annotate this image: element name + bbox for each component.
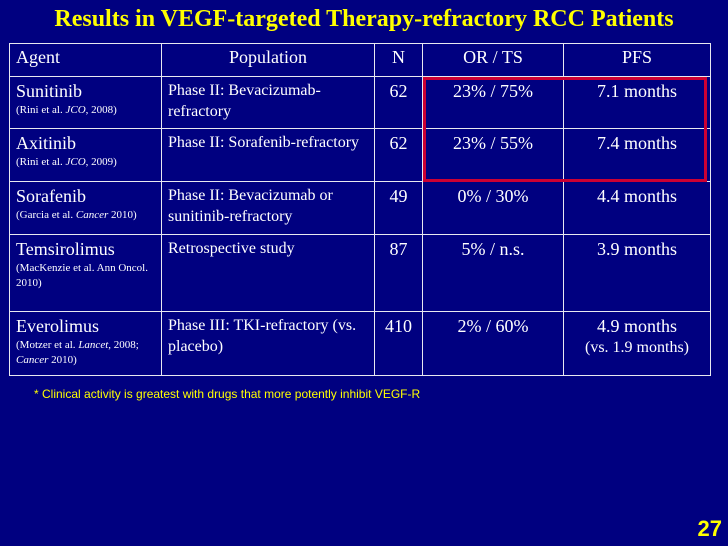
n-cell: 87 xyxy=(374,234,423,312)
slide-title: Results in VEGF-targeted Therapy-refract… xyxy=(54,6,674,32)
n-cell: 410 xyxy=(374,311,423,376)
or-ts-cell: 0% / 30% xyxy=(422,181,564,235)
pfs-cell: 7.1 months xyxy=(563,76,711,129)
n-cell: 49 xyxy=(374,181,423,235)
agent-name: Everolimus xyxy=(16,316,99,336)
pfs-cell: 4.9 months (vs. 1.9 months) xyxy=(563,311,711,376)
agent-name: Sorafenib xyxy=(16,186,86,206)
population-cell: Phase II: Bevacizumab-refractory xyxy=(161,76,375,129)
table-row: Temsirolimus (MacKenzie et al. Ann Oncol… xyxy=(9,234,711,312)
agent-reference: (Motzer et al. Lancet, 2008; Cancer 2010… xyxy=(16,339,139,366)
population-cell: Phase II: Bevacizumab or sunitinib-refra… xyxy=(161,181,375,235)
agent-name: Temsirolimus xyxy=(16,239,115,259)
table-row: Sunitinib (Rini et al. JCO, 2008) Phase … xyxy=(9,76,711,129)
table-row: Axitinib (Rini et al. JCO, 2009) Phase I… xyxy=(9,128,711,182)
agent-cell: Axitinib (Rini et al. JCO, 2009) xyxy=(9,128,162,182)
header-row: Agent Population N OR / TS PFS xyxy=(9,43,711,77)
pfs-cell: 7.4 months xyxy=(563,128,711,182)
n-cell: 62 xyxy=(374,76,423,129)
agent-cell: Temsirolimus (MacKenzie et al. Ann Oncol… xyxy=(9,234,162,312)
header-or-ts: OR / TS xyxy=(422,43,564,77)
or-ts-cell: 23% / 75% xyxy=(422,76,564,129)
agent-reference: (Garcia et al. Cancer 2010) xyxy=(16,209,137,221)
agent-cell: Everolimus (Motzer et al. Lancet, 2008; … xyxy=(9,311,162,376)
header-n: N xyxy=(374,43,423,77)
agent-cell: Sorafenib (Garcia et al. Cancer 2010) xyxy=(9,181,162,235)
agent-reference: (Rini et al. JCO, 2008) xyxy=(16,104,117,116)
population-cell: Phase III: TKI-refractory (vs. placebo) xyxy=(161,311,375,376)
or-ts-cell: 23% / 55% xyxy=(422,128,564,182)
footnote: * Clinical activity is greatest with dru… xyxy=(34,387,421,401)
population-cell: Phase II: Sorafenib-refractory xyxy=(161,128,375,182)
or-ts-cell: 2% / 60% xyxy=(422,311,564,376)
page-number: 27 xyxy=(697,516,722,541)
n-cell: 62 xyxy=(374,128,423,182)
agent-reference: (MacKenzie et al. Ann Oncol. 2010) xyxy=(16,262,148,289)
table-row: Everolimus (Motzer et al. Lancet, 2008; … xyxy=(9,311,711,376)
header-agent: Agent xyxy=(9,43,162,77)
agent-cell: Sunitinib (Rini et al. JCO, 2008) xyxy=(9,76,162,129)
population-cell: Retrospective study xyxy=(161,234,375,312)
header-pfs: PFS xyxy=(563,43,711,77)
results-table: Agent Population N OR / TS PFS Sunitinib… xyxy=(9,43,711,376)
pfs-cell: 4.4 months xyxy=(563,181,711,235)
agent-reference: (Rini et al. JCO, 2009) xyxy=(16,156,117,168)
agent-name: Sunitinib xyxy=(16,81,83,101)
table-row: Sorafenib (Garcia et al. Cancer 2010) Ph… xyxy=(9,181,711,235)
pfs-note: (vs. 1.9 months) xyxy=(585,339,689,356)
pfs-cell: 3.9 months xyxy=(563,234,711,312)
agent-name: Axitinib xyxy=(16,133,77,153)
or-ts-cell: 5% / n.s. xyxy=(422,234,564,312)
header-population: Population xyxy=(161,43,375,77)
